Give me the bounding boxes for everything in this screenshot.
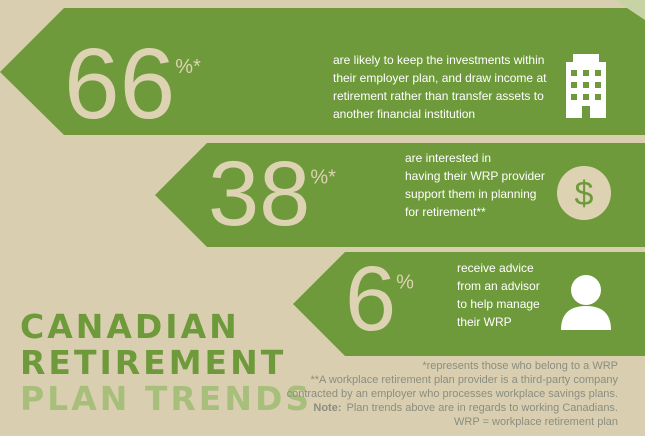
footnote: WRP = workplace retirement plan: [454, 416, 618, 428]
building-icon: [566, 54, 606, 118]
stats: 66%* are likely to keep the investments w…: [64, 28, 547, 350]
stat-text: support them in planning: [405, 187, 536, 201]
stat-value: 38: [208, 143, 310, 245]
person-icon: [561, 275, 611, 330]
svg-text:$: $: [575, 175, 594, 213]
stat-text: another financial institution: [333, 107, 475, 121]
footnote: *represents those who belong to a WRP: [422, 360, 618, 372]
stat-number: 38%*: [208, 143, 336, 245]
note-text: Plan trends above are in regards to work…: [347, 402, 619, 414]
footnote: **A workplace retirement plan provider i…: [310, 374, 618, 386]
stat-number: 6%: [345, 248, 414, 350]
stat-suffix: %*: [310, 167, 336, 189]
stat-value: 66: [64, 28, 175, 140]
footnote: contracted by an employer who processes …: [287, 388, 618, 400]
dollar-icon: $: [557, 166, 611, 220]
stat-text: having their WRP provider: [405, 169, 545, 183]
title-line: RETIREMENT: [20, 343, 286, 382]
stat-text: retirement rather than transfer assets t…: [333, 89, 544, 103]
stat-text: are likely to keep the investments withi…: [333, 53, 544, 67]
title-line: PLAN TRENDS: [20, 379, 312, 418]
stat-text: their employer plan, and draw income at: [333, 71, 547, 85]
footnote: Note: Plan trends above are in regards to…: [313, 402, 618, 414]
stat-number: 66%*: [64, 28, 201, 140]
stat-text: are interested in: [405, 151, 491, 165]
title-line: CANADIAN: [20, 307, 240, 346]
arrow-banner: [155, 143, 645, 247]
stat-suffix: %: [396, 272, 414, 294]
footnotes: *represents those who belong to a WRP **…: [287, 360, 619, 428]
stat-text: to help manage: [457, 297, 540, 311]
stat-value: 6: [345, 248, 396, 350]
stat-suffix: %*: [175, 56, 201, 78]
stat-text: receive advice: [457, 261, 534, 275]
stat-text: for retirement**: [405, 205, 486, 219]
note-label: Note:: [313, 402, 341, 414]
stat-text: their WRP: [457, 315, 512, 329]
corner-chevron: [615, 0, 645, 20]
arrow-banner: [0, 8, 645, 135]
arrow-banner: [293, 252, 645, 356]
stat-text: from an advisor: [457, 279, 540, 293]
